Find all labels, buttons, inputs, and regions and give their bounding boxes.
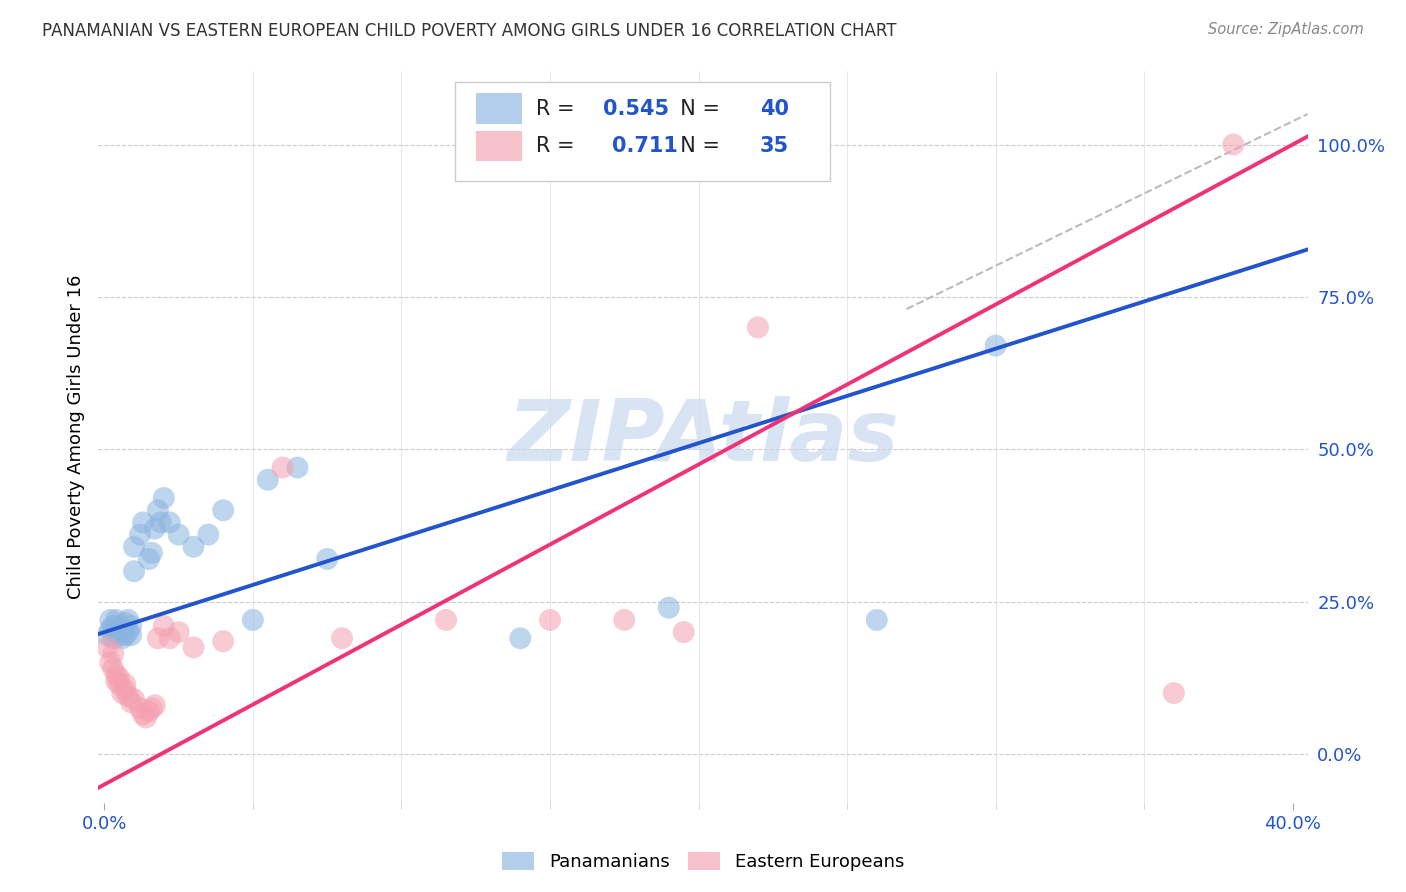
Point bbox=[1163, 686, 1185, 700]
Text: 40: 40 bbox=[759, 99, 789, 119]
Point bbox=[105, 667, 128, 681]
Point bbox=[538, 613, 561, 627]
Text: R =: R = bbox=[536, 99, 582, 119]
Point bbox=[96, 640, 118, 655]
Point bbox=[984, 338, 1007, 352]
FancyBboxPatch shape bbox=[475, 94, 522, 124]
Text: N =: N = bbox=[666, 99, 727, 119]
Text: ZIPAtlas: ZIPAtlas bbox=[508, 395, 898, 479]
Text: PANAMANIAN VS EASTERN EUROPEAN CHILD POVERTY AMONG GIRLS UNDER 16 CORRELATION CH: PANAMANIAN VS EASTERN EUROPEAN CHILD POV… bbox=[42, 22, 897, 40]
Point bbox=[866, 613, 889, 627]
Point bbox=[108, 619, 131, 633]
Point bbox=[120, 695, 142, 709]
Point bbox=[129, 527, 152, 541]
Text: 0.711: 0.711 bbox=[613, 136, 678, 156]
Point bbox=[434, 613, 457, 627]
Point bbox=[114, 683, 136, 698]
Point bbox=[143, 698, 166, 713]
Text: 35: 35 bbox=[759, 136, 789, 156]
Point bbox=[1222, 137, 1244, 152]
Point bbox=[114, 615, 136, 630]
Point bbox=[129, 701, 152, 715]
Point bbox=[330, 632, 353, 646]
Point bbox=[103, 647, 125, 661]
Point bbox=[143, 521, 166, 535]
Point bbox=[132, 516, 155, 530]
Point bbox=[122, 564, 145, 578]
Point bbox=[117, 625, 139, 640]
FancyBboxPatch shape bbox=[475, 130, 522, 161]
Point bbox=[103, 632, 125, 646]
Point bbox=[316, 552, 339, 566]
Point bbox=[271, 460, 294, 475]
Point bbox=[146, 503, 169, 517]
Point bbox=[287, 460, 309, 475]
Y-axis label: Child Poverty Among Girls Under 16: Child Poverty Among Girls Under 16 bbox=[66, 275, 84, 599]
Point bbox=[152, 491, 174, 505]
Point bbox=[159, 516, 181, 530]
Point bbox=[103, 662, 125, 676]
Point bbox=[103, 619, 125, 633]
Point bbox=[108, 677, 131, 691]
Point bbox=[135, 710, 157, 724]
Point bbox=[138, 705, 160, 719]
Point bbox=[149, 516, 172, 530]
Point bbox=[114, 628, 136, 642]
Point bbox=[167, 625, 190, 640]
Point bbox=[111, 686, 134, 700]
Text: 0.545: 0.545 bbox=[603, 99, 669, 119]
Point bbox=[105, 613, 128, 627]
Point bbox=[256, 473, 278, 487]
Text: N =: N = bbox=[666, 136, 727, 156]
Point bbox=[111, 632, 134, 646]
Point bbox=[197, 527, 219, 541]
Point bbox=[111, 622, 134, 636]
Point bbox=[120, 619, 142, 633]
Point bbox=[105, 673, 128, 688]
Point bbox=[152, 619, 174, 633]
Point bbox=[183, 640, 205, 655]
Point bbox=[120, 628, 142, 642]
Point bbox=[122, 692, 145, 706]
Text: R =: R = bbox=[536, 136, 588, 156]
Point bbox=[117, 613, 139, 627]
Point bbox=[108, 671, 131, 685]
Point bbox=[105, 625, 128, 640]
Point bbox=[747, 320, 769, 334]
Point bbox=[672, 625, 695, 640]
Point bbox=[122, 540, 145, 554]
Point bbox=[138, 552, 160, 566]
Point bbox=[613, 613, 636, 627]
Point bbox=[146, 632, 169, 646]
Point bbox=[96, 628, 118, 642]
Point bbox=[108, 628, 131, 642]
Point bbox=[98, 613, 121, 627]
Text: Source: ZipAtlas.com: Source: ZipAtlas.com bbox=[1208, 22, 1364, 37]
FancyBboxPatch shape bbox=[456, 82, 830, 181]
Point bbox=[141, 546, 163, 560]
Point bbox=[141, 701, 163, 715]
Point bbox=[242, 613, 264, 627]
Point bbox=[117, 689, 139, 703]
Point bbox=[114, 677, 136, 691]
Point bbox=[98, 622, 121, 636]
Point bbox=[212, 503, 235, 517]
Point bbox=[98, 656, 121, 670]
Point bbox=[132, 707, 155, 722]
Point bbox=[159, 632, 181, 646]
Point bbox=[509, 632, 531, 646]
Point bbox=[658, 600, 681, 615]
Point bbox=[183, 540, 205, 554]
Point bbox=[167, 527, 190, 541]
Point bbox=[212, 634, 235, 648]
Legend: Panamanians, Eastern Europeans: Panamanians, Eastern Europeans bbox=[495, 845, 911, 879]
